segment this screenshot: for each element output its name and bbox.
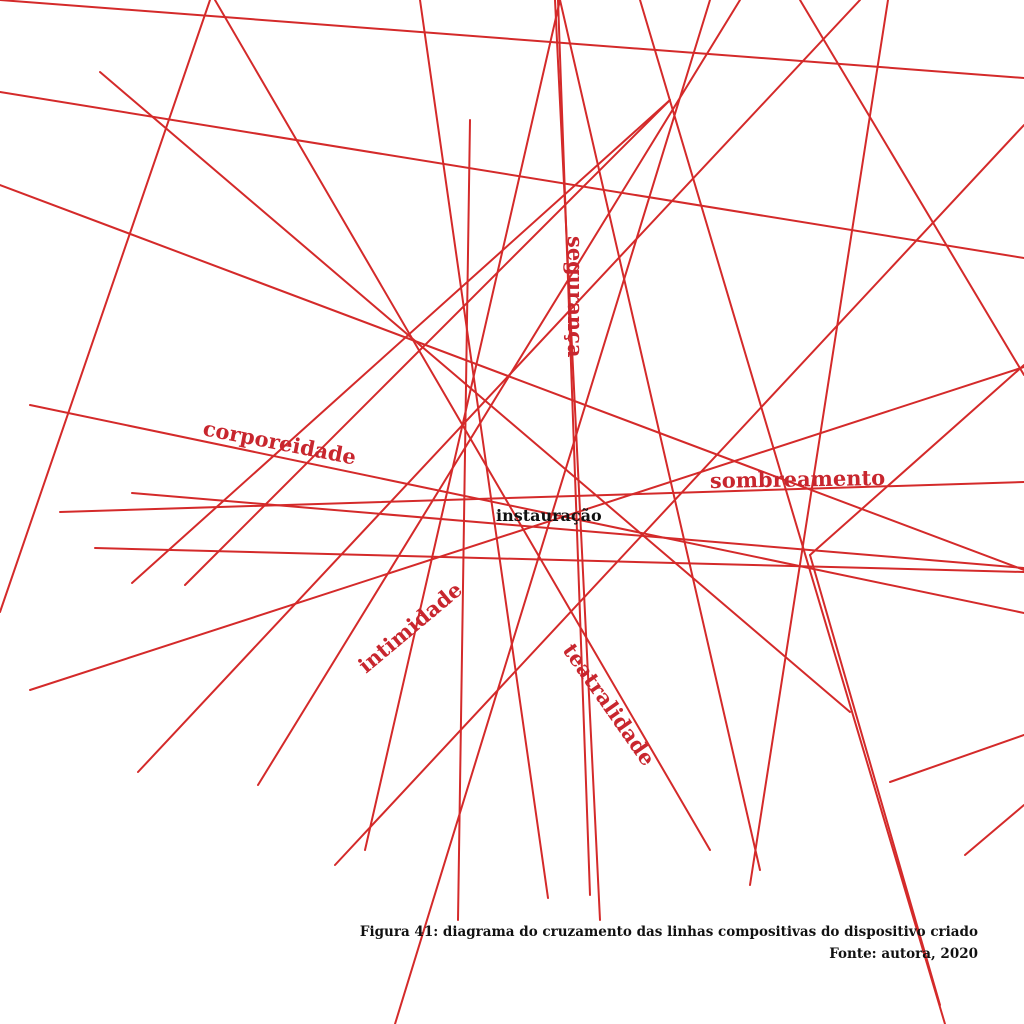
compositional-line xyxy=(0,91,1024,259)
compositional-line xyxy=(131,99,671,584)
compositional-line xyxy=(364,0,561,851)
compositional-line xyxy=(0,184,1024,571)
compositional-line xyxy=(334,124,1024,866)
label-teatralidade: teatralidade xyxy=(558,639,661,771)
compositional-line xyxy=(889,734,1024,783)
compositional-line xyxy=(419,0,549,899)
compositional-line xyxy=(0,0,1024,79)
compositional-line xyxy=(94,547,1024,573)
compositional-line xyxy=(131,492,1024,569)
compositional-line xyxy=(257,0,741,786)
compositional-line xyxy=(557,0,591,896)
compositional-line xyxy=(639,0,946,1024)
compositional-line xyxy=(809,364,1024,556)
figure-source: Fonte: autora, 2020 xyxy=(829,946,978,962)
label-seguranca: segurança xyxy=(563,236,588,358)
compositional-line xyxy=(749,0,889,886)
compositional-line xyxy=(809,554,941,1006)
compositional-line xyxy=(457,119,471,921)
compositional-line xyxy=(59,481,1024,513)
compositional-line xyxy=(184,99,671,586)
label-corporeidade: corporeidade xyxy=(201,415,358,469)
label-sombreamento: sombreamento xyxy=(710,465,886,493)
compositional-line xyxy=(137,0,861,773)
compositional-line xyxy=(799,0,1024,376)
compositional-line xyxy=(0,0,211,613)
compositional-line xyxy=(29,366,1024,691)
compositional-line xyxy=(559,0,761,871)
compositional-line xyxy=(554,0,601,921)
compositional-line xyxy=(29,404,1024,614)
figure-caption: Figura 41: diagrama do cruzamento das li… xyxy=(359,924,978,940)
compositional-line xyxy=(964,804,1024,856)
label-instauracao: instauração xyxy=(496,506,602,525)
label-intimidade: intimidade xyxy=(353,577,467,678)
compositional-line xyxy=(394,0,711,1024)
